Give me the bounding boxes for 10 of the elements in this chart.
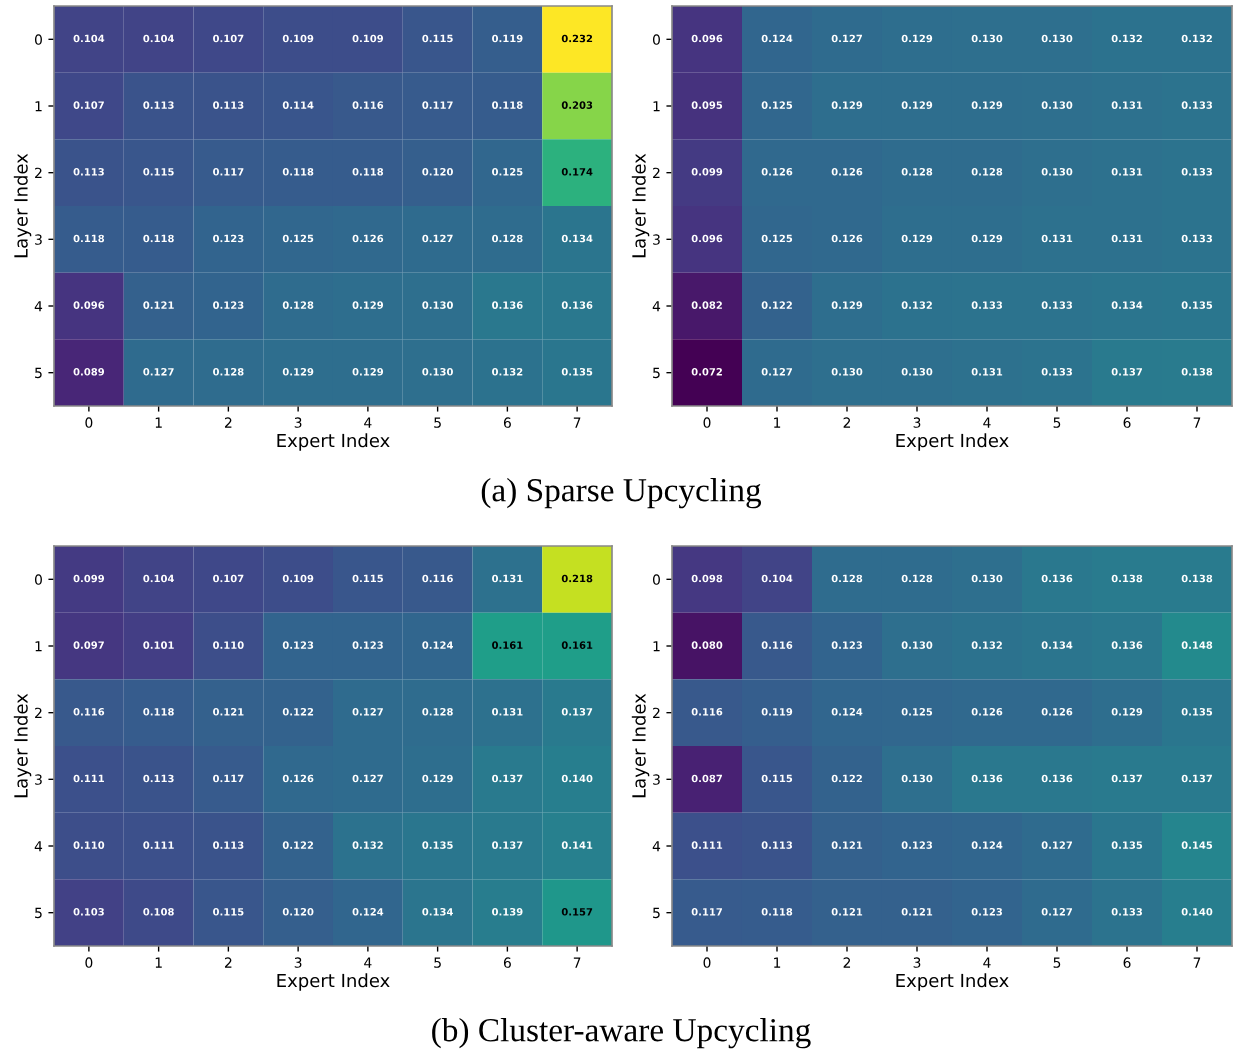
text: (b) Cluster-aware Upcycling xyxy=(432,1018,811,1049)
y-axis-title: Layer Index xyxy=(631,693,650,798)
x-axis-title: Expert Index xyxy=(896,973,1009,991)
text: (a) Sparse Upcycling xyxy=(481,478,762,509)
y-axis-title: Layer Index xyxy=(13,693,32,798)
y-axis-title: Layer Index xyxy=(13,153,32,258)
y-axis-title: Layer Index xyxy=(631,153,650,258)
x-axis-title: Expert Index xyxy=(277,973,390,991)
x-axis-title: Expert Index xyxy=(277,433,390,451)
x-axis-title: Expert Index xyxy=(896,433,1009,451)
